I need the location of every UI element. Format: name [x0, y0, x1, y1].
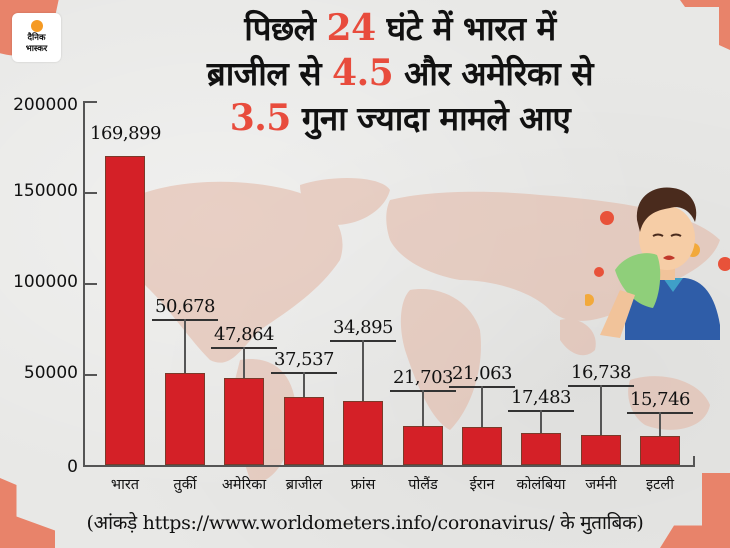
bar — [581, 434, 621, 465]
headline-number: 3.5 — [229, 97, 292, 139]
x-category-label: ब्राजील — [285, 477, 323, 493]
bar-value-label: 15,746 — [630, 389, 690, 410]
bar — [343, 401, 383, 465]
bar — [403, 425, 443, 465]
y-tick-label: 100000 — [13, 272, 78, 292]
source-note: (आंकड़े https://www.worldometers.info/co… — [86, 512, 644, 534]
y-tick-label: 0 — [67, 457, 78, 477]
x-category-label: तुर्की — [173, 477, 197, 493]
x-category-label: ईरान — [469, 477, 495, 493]
bar — [521, 433, 561, 465]
bar-value-label: 21,703 — [393, 367, 453, 388]
y-tick — [83, 192, 97, 194]
y-tick — [83, 374, 97, 376]
bar — [105, 155, 145, 465]
dainik-bhaskar-logo: दैनिक भास्कर — [12, 13, 61, 62]
headline-number: 4.5 — [332, 52, 394, 94]
leader-line — [600, 385, 602, 435]
x-axis-end-tick — [693, 456, 695, 466]
leader-line — [184, 319, 186, 373]
y-tick-label: 150000 — [13, 181, 78, 201]
x-category-label: फ्रांस — [350, 477, 376, 493]
headline-text: पिछले — [244, 9, 327, 48]
sneezing-person-illustration — [585, 187, 730, 340]
leader-line — [481, 386, 483, 427]
leader-line — [243, 347, 245, 378]
bar-value-label: 47,864 — [214, 324, 274, 345]
headline-number: 24 — [326, 7, 377, 49]
headline-text: घंटे में भारत में — [375, 9, 557, 48]
logo-sun-icon — [30, 20, 43, 32]
x-category-label: इटली — [645, 477, 674, 493]
headline-text: और अमेरिका से — [393, 54, 594, 93]
y-tick-label: 200000 — [13, 95, 78, 115]
bar-value-label: 16,738 — [571, 362, 631, 383]
x-category-label: पोलैंड — [408, 477, 438, 493]
logo-text-line1: दैनिक — [27, 33, 46, 43]
y-tick — [83, 101, 97, 103]
chart-headline: पिछले 24 घंटे में भारत में ब्राजील से 4.… — [150, 6, 650, 141]
leader-line — [540, 410, 542, 434]
leader-line — [659, 412, 661, 437]
bar — [224, 377, 264, 465]
headline-line-3: 3.5 गुना ज्यादा मामले आए — [150, 96, 650, 141]
x-axis — [83, 465, 695, 467]
x-category-label: जर्मनी — [585, 477, 617, 493]
bar — [462, 426, 502, 465]
bar-value-label: 169,899 — [90, 123, 161, 144]
headline-text: गुना ज्यादा मामले आए — [290, 99, 571, 138]
bar-value-label: 34,895 — [333, 317, 393, 338]
leader-line — [303, 372, 305, 397]
leader-line — [362, 340, 364, 402]
bar — [284, 396, 324, 465]
bar-value-label: 37,537 — [274, 349, 334, 370]
bar — [640, 436, 680, 465]
headline-line-2: ब्राजील से 4.5 और अमेरिका से — [150, 51, 650, 96]
logo-text-line2: भास्कर — [25, 44, 48, 54]
headline-line-1: पिछले 24 घंटे में भारत में — [150, 6, 650, 51]
x-category-label: कोलंबिया — [516, 477, 566, 493]
bar-value-label: 21,063 — [452, 363, 512, 384]
leader-line — [422, 390, 424, 426]
headline-text: ब्राजील से — [206, 54, 333, 93]
bar-value-label: 17,483 — [511, 387, 571, 408]
x-category-label: भारत — [110, 477, 140, 493]
x-category-label: अमेरिका — [221, 477, 267, 493]
bar-value-label: 50,678 — [155, 296, 215, 317]
y-tick — [83, 283, 97, 285]
y-tick-label: 50000 — [23, 363, 78, 383]
bar — [165, 372, 205, 465]
